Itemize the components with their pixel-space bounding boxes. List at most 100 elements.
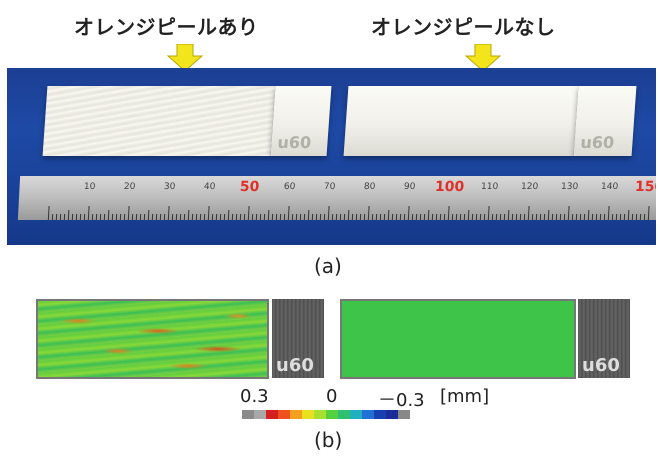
colorbar-swatch bbox=[314, 410, 326, 419]
ruler-label: 150 bbox=[634, 179, 656, 195]
ruler-tick bbox=[379, 214, 382, 220]
ruler-tick bbox=[331, 214, 334, 220]
ruler-tick bbox=[191, 214, 194, 220]
colorbar-swatch bbox=[290, 410, 302, 419]
block-marking: u60 bbox=[579, 133, 615, 152]
ruler-tick bbox=[411, 214, 414, 220]
ruler-tick bbox=[427, 210, 430, 220]
ruler-tick bbox=[495, 214, 498, 220]
ruler-tick bbox=[247, 206, 250, 220]
colorbar-swatch bbox=[338, 410, 350, 419]
colorbar-label-positive: 0.3 bbox=[240, 386, 269, 407]
scan-tab-left: u60 bbox=[272, 299, 324, 378]
ruler-tick bbox=[483, 214, 486, 220]
ruler-tick bbox=[195, 214, 198, 220]
caption-a: (a) bbox=[314, 254, 342, 278]
scan-tab-right: u60 bbox=[578, 299, 630, 378]
ruler-tick bbox=[279, 214, 282, 220]
ruler-tick bbox=[147, 210, 150, 220]
ruler-tick bbox=[79, 214, 82, 220]
ruler-tick bbox=[599, 214, 602, 220]
colorbar-swatch bbox=[386, 410, 398, 419]
ruler-label: 50 bbox=[239, 179, 260, 195]
ruler-tick bbox=[187, 210, 190, 220]
ruler-tick bbox=[475, 214, 478, 220]
arrow-down-icon bbox=[167, 44, 203, 72]
ruler-tick bbox=[639, 214, 642, 220]
ruler-tick bbox=[339, 214, 342, 220]
ruler-tick bbox=[291, 214, 294, 220]
colorbar-swatch bbox=[326, 410, 338, 419]
colorbar-swatch bbox=[302, 410, 314, 419]
ruler-tick bbox=[463, 214, 466, 220]
ruler-tick bbox=[319, 214, 322, 220]
ruler-tick bbox=[383, 214, 386, 220]
ruler-tick bbox=[643, 214, 646, 220]
ruler-tick bbox=[451, 214, 454, 220]
ruler-tick bbox=[547, 210, 550, 220]
ruler-tick bbox=[239, 214, 242, 220]
ruler-tick bbox=[491, 214, 494, 220]
ruler-tick bbox=[171, 214, 174, 220]
scan-without-orange-peel bbox=[340, 299, 576, 379]
ruler-tick bbox=[367, 206, 370, 220]
block-marking: u60 bbox=[276, 133, 312, 152]
ruler-tick bbox=[87, 206, 90, 220]
ruler-tick bbox=[275, 214, 278, 220]
ruler-tick bbox=[311, 214, 314, 220]
ruler-tick bbox=[227, 210, 230, 220]
block-tab-left: u60 bbox=[270, 86, 332, 156]
ruler-tick bbox=[267, 210, 270, 220]
ruler-label: 10 bbox=[83, 182, 96, 192]
ruler-tick bbox=[123, 214, 126, 220]
ruler-tick bbox=[351, 214, 354, 220]
title-without-orange-peel: オレンジピールなし bbox=[371, 15, 556, 39]
ruler-tick bbox=[335, 214, 338, 220]
ruler-tick bbox=[387, 210, 390, 220]
ruler-tick bbox=[507, 210, 510, 220]
ruler-tick bbox=[487, 206, 490, 220]
ruler-tick bbox=[243, 214, 246, 220]
scan-with-orange-peel bbox=[36, 299, 269, 379]
ruler-tick bbox=[611, 214, 614, 220]
ruler-label: 60 bbox=[283, 182, 296, 192]
ruler-tick bbox=[543, 214, 546, 220]
colorbar-swatch bbox=[362, 410, 374, 419]
ruler-tick bbox=[371, 214, 374, 220]
ruler-tick bbox=[563, 214, 566, 220]
ruler-tick bbox=[211, 214, 214, 220]
colorbar-swatch bbox=[266, 410, 278, 419]
colorbar-swatch bbox=[242, 410, 254, 419]
ruler-tick bbox=[67, 210, 70, 220]
ruler-tick bbox=[127, 206, 130, 220]
ruler-tick bbox=[175, 214, 178, 220]
ruler-label: 80 bbox=[363, 182, 376, 192]
ruler-tick bbox=[407, 206, 410, 220]
ruler-tick bbox=[415, 214, 418, 220]
colorbar-swatch bbox=[254, 410, 266, 419]
ruler-tick bbox=[283, 214, 286, 220]
photo-printed-blocks: u60 u60 10 20 30 40 50 60 70 80 90 100 110 120 130 14… bbox=[7, 68, 656, 245]
colorbar-unit: [mm] bbox=[440, 386, 490, 407]
ruler-tick bbox=[251, 214, 254, 220]
caption-b: (b) bbox=[314, 428, 343, 452]
ruler-label: 140 bbox=[600, 182, 619, 192]
ruler-tick bbox=[303, 214, 306, 220]
ruler-tick bbox=[179, 214, 182, 220]
ruler-tick bbox=[647, 206, 650, 220]
ruler-tick bbox=[163, 214, 166, 220]
block-with-orange-peel bbox=[42, 86, 276, 156]
title-with-orange-peel: オレンジピールあり bbox=[74, 15, 259, 39]
ruler-tick bbox=[219, 214, 222, 220]
ruler-tick bbox=[531, 214, 534, 220]
ruler-tick bbox=[435, 214, 438, 220]
ruler-tick bbox=[499, 214, 502, 220]
ruler-tick bbox=[447, 206, 450, 220]
block-tab-right: u60 bbox=[573, 86, 637, 156]
ruler-tick bbox=[551, 214, 554, 220]
ruler-tick bbox=[299, 214, 302, 220]
ruler-tick bbox=[567, 206, 570, 220]
ruler-tick bbox=[583, 214, 586, 220]
ruler-tick bbox=[119, 214, 122, 220]
colorbar-label-negative: －0.3 bbox=[378, 390, 425, 411]
